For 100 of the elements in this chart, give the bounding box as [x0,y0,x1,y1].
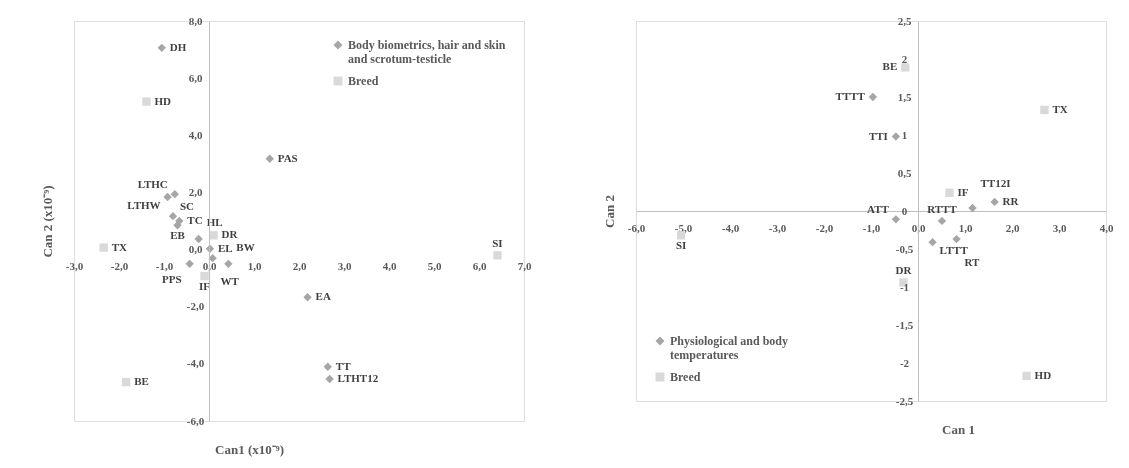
point [122,377,131,387]
y-tick-label: -6,0 [186,414,205,427]
annotation: EA [315,290,331,303]
x-tick-label: 5,0 [427,260,442,273]
annotation: EL [217,241,233,254]
annotation: ATT [867,203,890,216]
x-tick-label: -6,0 [627,221,646,234]
annotation: IF [957,185,969,198]
x-axis-title: Can 1 [942,421,975,437]
point [1022,371,1031,381]
point [194,234,203,244]
point [1040,105,1049,115]
point [901,63,910,72]
point [937,216,947,226]
annotation: LTHT12 [337,372,379,384]
annotation: BW [236,240,255,253]
point [99,243,108,252]
annotation: LTHW [127,199,161,211]
y-tick-label: -2 [899,356,910,369]
y-tick-label: -4,0 [186,357,205,370]
annotation: TTI [868,129,888,142]
point [891,132,901,141]
point [265,154,274,163]
y-tick-label: 8,0 [188,14,203,27]
y-tick-label: -0,5 [895,242,914,255]
x-tick-label: -2,0 [815,221,834,234]
annotation: TC [187,214,203,226]
point [163,192,172,202]
annotation: SC [180,200,195,213]
point [323,362,332,371]
point [170,189,179,199]
annotation: LTTT [939,244,969,257]
annotation: BE [134,375,149,388]
x-axis-title: Can1 (x10⁻⁹) [215,441,284,457]
point [990,197,999,207]
annotation: PPS [162,272,182,285]
point [142,97,151,106]
y-tick-label: 0 [901,204,908,217]
x-tick-label: -2,0 [110,260,129,273]
annotation: SI [492,237,503,250]
x-tick-label: 3,0 [1052,221,1067,234]
legend-label: Breed [348,74,379,88]
annotation: RT [964,256,981,269]
annotation: TT [335,359,352,372]
annotation: TTTT [835,90,866,102]
x-tick-label: 2,0 [292,260,307,273]
y-tick-label: 0,0 [188,243,203,256]
y-tick-label: -2,5 [895,394,914,407]
point [200,271,209,281]
annotation: DR [221,228,239,241]
legend-label: Body biometrics, hair and skin and scrotum-testicle [348,38,506,66]
x-tick-label: 6,0 [472,260,487,273]
point [224,259,233,269]
y-tick-label: 0,5 [897,166,912,179]
x-tick-label: 4,0 [1099,221,1114,234]
legend-label: Physiological and body temperatures [670,334,789,362]
y-tick-label: -2,0 [186,300,205,313]
y-tick-label: 2,5 [897,14,912,27]
y-tick-label: 4,0 [188,128,203,141]
point [157,43,166,53]
legend-label: Breed [670,370,701,384]
annotation: LTHC [137,178,168,191]
y-tick-label: 1,5 [897,90,912,103]
point [952,234,961,244]
point [168,211,178,221]
y-tick-label: -1 [899,280,910,293]
x-tick-label: -1,0 [155,260,174,273]
x-tick-label: 7,0 [517,260,532,273]
x-tick-label: -4,0 [721,221,740,234]
x-tick-label: 1,0 [247,260,262,273]
y-axis-title: Can 2 [601,195,617,228]
point [325,374,334,384]
point [493,251,502,260]
annotation: BE [882,60,898,73]
x-tick-label: 4,0 [382,260,397,273]
annotation: HD [154,94,172,107]
annotation: WT [220,275,240,288]
y-tick-label: 2,0 [188,185,203,198]
annotation: HD [1034,368,1052,381]
x-tick-label: 1,0 [958,221,973,234]
annotation: TT12I [980,176,1011,189]
point [945,188,954,197]
y-axis-title: Can 2 (x10⁻⁹) [39,185,55,258]
point [968,203,977,213]
annotation: PAS [277,151,298,164]
annotation: TX [1052,102,1068,115]
x-tick-label: -3,0 [768,221,787,234]
y-tick-label: 2 [901,52,908,65]
point [928,237,937,247]
point [185,259,194,269]
x-tick-label: -1,0 [862,221,881,234]
annotation: DH [169,40,187,53]
y-tick-label: 6,0 [188,71,203,84]
x-tick-label: 2,0 [1005,221,1020,234]
point [209,231,218,240]
point [303,293,312,302]
point [173,221,182,230]
annotation: EB [170,229,186,242]
annotation: SI [675,239,687,252]
point [891,215,901,224]
